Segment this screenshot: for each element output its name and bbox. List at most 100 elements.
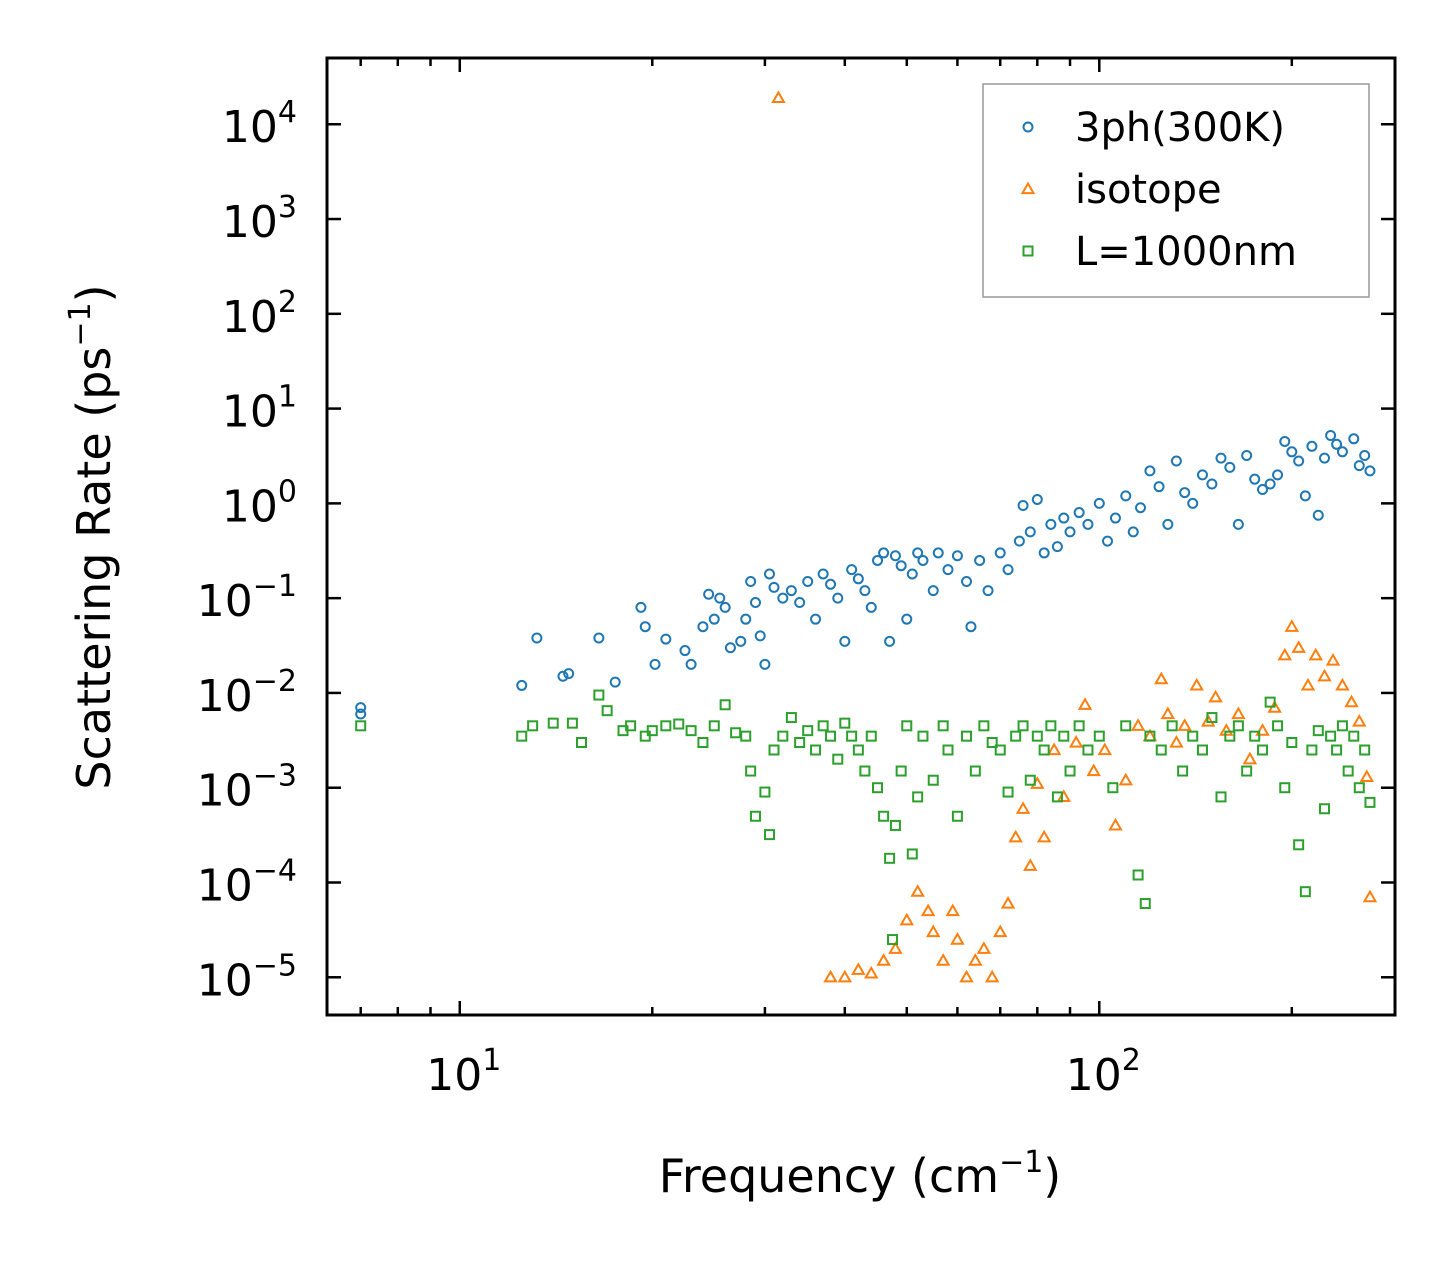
data-point <box>994 547 1006 559</box>
data-point <box>1177 718 1192 731</box>
data-point <box>839 635 851 647</box>
data-point <box>917 554 929 566</box>
data-point <box>1325 430 1337 442</box>
data-point <box>1068 734 1084 748</box>
data-point <box>1038 744 1050 756</box>
data-point <box>1187 730 1199 742</box>
data-point <box>1196 744 1208 756</box>
data-point <box>865 601 877 613</box>
data-point <box>1024 774 1036 786</box>
data-point <box>1331 438 1343 450</box>
data-point <box>777 592 789 604</box>
data-point <box>846 564 858 576</box>
data-point <box>851 962 866 975</box>
data-point <box>1187 497 1199 509</box>
data-point <box>932 547 944 559</box>
data-point <box>1010 730 1022 742</box>
data-point <box>1272 720 1284 732</box>
data-point <box>901 613 913 625</box>
data-point <box>859 765 871 777</box>
data-point <box>566 717 578 729</box>
data-point <box>993 924 1008 938</box>
legend-frame <box>982 83 1370 298</box>
data-point <box>984 969 1000 983</box>
data-point <box>1132 869 1144 881</box>
data-point <box>593 632 605 644</box>
data-point <box>1058 512 1070 524</box>
data-point <box>635 601 647 613</box>
data-point <box>1206 712 1218 724</box>
data-point <box>1196 469 1208 481</box>
y-axis-title: Scattering Rate (ps−1) <box>63 284 121 789</box>
data-point <box>846 730 858 742</box>
data-point <box>563 668 575 680</box>
data-point <box>794 596 806 608</box>
data-point <box>1086 763 1101 777</box>
data-point <box>1127 526 1139 538</box>
data-point <box>1364 796 1376 808</box>
y-tick-label: 100 <box>222 474 297 532</box>
data-point <box>1097 742 1113 756</box>
data-point <box>697 621 709 633</box>
data-point <box>355 708 367 720</box>
data-point <box>1364 465 1376 477</box>
data-point <box>942 744 954 756</box>
data-point <box>1232 518 1244 530</box>
data-point <box>639 621 651 633</box>
data-point <box>965 621 977 633</box>
data-point <box>1109 512 1121 524</box>
data-point <box>1317 668 1332 682</box>
data-point <box>1348 433 1360 445</box>
data-point <box>516 730 528 742</box>
data-point <box>1299 490 1311 502</box>
data-point <box>1312 725 1324 737</box>
data-point <box>1277 647 1292 661</box>
data-point <box>1279 782 1291 794</box>
data-point <box>771 90 786 103</box>
data-point <box>917 730 929 742</box>
data-point <box>1046 742 1062 756</box>
data-point <box>1120 490 1132 502</box>
data-points <box>355 90 1378 983</box>
data-point <box>817 720 829 732</box>
data-point <box>719 699 731 711</box>
data-point <box>1293 839 1305 851</box>
data-point <box>724 642 736 654</box>
data-point <box>1293 455 1305 467</box>
legend-label: 3ph(300K) <box>1075 105 1285 151</box>
data-point <box>895 560 907 572</box>
plot-frame <box>325 56 1397 1017</box>
data-point <box>625 720 637 732</box>
data-point <box>839 717 851 729</box>
data-point <box>1017 499 1029 511</box>
data-point <box>888 941 903 954</box>
data-point <box>1249 730 1261 742</box>
data-point <box>355 720 367 732</box>
data-point <box>927 585 939 597</box>
data-point <box>1208 689 1223 703</box>
data-point <box>754 630 766 642</box>
data-point <box>1038 547 1050 559</box>
data-point <box>1352 713 1367 727</box>
data-point <box>1082 744 1094 756</box>
data-point <box>685 725 697 737</box>
data-point <box>1284 619 1300 632</box>
data-point <box>1077 697 1093 710</box>
data-point <box>1064 765 1076 777</box>
data-point <box>1319 803 1331 815</box>
data-point <box>978 720 990 732</box>
data-point <box>794 736 806 748</box>
data-point <box>927 774 939 786</box>
data-point <box>1108 817 1123 831</box>
data-point <box>895 765 907 777</box>
data-point <box>1162 518 1174 530</box>
data-point <box>1359 449 1371 461</box>
data-point <box>878 547 890 559</box>
data-point <box>1206 478 1218 490</box>
data-point <box>945 903 960 917</box>
data-point <box>1272 469 1284 481</box>
data-point <box>951 810 963 822</box>
data-point <box>1154 671 1169 685</box>
data-point <box>714 592 726 604</box>
